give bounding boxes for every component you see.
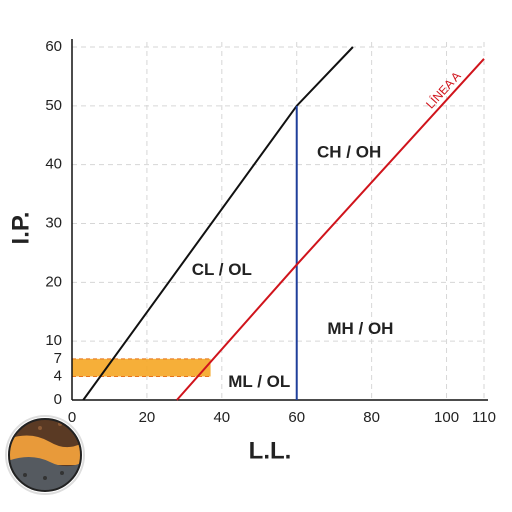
y-tick-label: 60 — [45, 38, 62, 55]
region-label: CH / OH — [317, 142, 381, 161]
band — [72, 358, 211, 377]
y-tick-label: 7 — [54, 350, 62, 367]
series-line — [82, 46, 354, 401]
y-tick-label: 20 — [45, 273, 62, 290]
x-axis-label: L.L. — [249, 437, 292, 464]
y-tick-label: 4 — [54, 367, 62, 384]
y-tick-label: 0 — [54, 391, 62, 408]
y-tick-label: 10 — [45, 332, 62, 349]
soil-icon — [5, 415, 85, 495]
y-axis-label: I.P. — [7, 212, 34, 245]
region-label: ML / OL — [228, 372, 290, 391]
region-label: CL / OL — [192, 260, 252, 279]
region-label: MH / OH — [327, 319, 393, 338]
x-tick-label: 40 — [213, 409, 230, 426]
x-tick-label: 0 — [68, 409, 76, 426]
x-tick-label: 80 — [363, 409, 380, 426]
y-tick-label: 30 — [45, 214, 62, 231]
x-tick-label: 60 — [288, 409, 305, 426]
x-tick-label: 100 — [434, 409, 459, 426]
y-tick-label: 40 — [45, 156, 62, 173]
series-line — [176, 58, 485, 401]
x-tick-label: 110 — [472, 409, 496, 426]
x-tick-label: 20 — [139, 409, 156, 426]
y-tick-label: 50 — [45, 97, 62, 114]
